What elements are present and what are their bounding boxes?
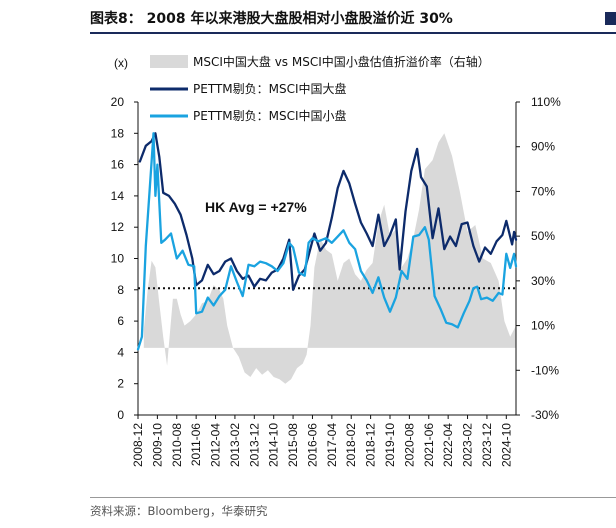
source-note: 资料来源：Bloomberg，华泰研究 [90, 504, 268, 518]
source-rule [90, 497, 616, 498]
adjacent-figure-edge [605, 12, 616, 25]
axes-layer [134, 101, 520, 419]
x-tick-label: 2024-10 [499, 423, 513, 467]
left-tick-label: 6 [117, 314, 124, 328]
right-tick-label: 90% [531, 140, 555, 154]
left-axis-unit: (x) [114, 56, 128, 70]
left-tick-label: 4 [117, 345, 124, 359]
left-tick-label: 0 [117, 408, 124, 422]
x-tick-label: 2016-06 [305, 423, 319, 467]
premium-area-layer [143, 133, 517, 384]
legend-label: MSCI中国大盘 vs MSCI中国小盘估值折溢价率（右轴） [193, 54, 490, 69]
x-tick-label: 2015-08 [286, 423, 300, 467]
legend-label: PETTM剔负：MSCI中国小盘 [193, 108, 347, 123]
left-tick-label: 18 [111, 126, 125, 140]
title-rule [90, 32, 616, 34]
left-tick-label: 2 [117, 377, 124, 391]
right-tick-label: -10% [531, 363, 559, 377]
legend-label: PETTM剔负：MSCI中国大盘 [193, 81, 347, 96]
x-tick-label: 2013-12 [247, 423, 261, 467]
x-tick-label: 2008-12 [131, 423, 145, 467]
right-tick-label: 30% [531, 274, 555, 288]
x-tick-label: 2010-08 [170, 423, 184, 467]
lines-layer [136, 132, 518, 351]
x-tick-label: 2018-02 [344, 423, 358, 467]
x-tick-label: 2018-12 [364, 423, 378, 467]
small-cap-pe-line [136, 132, 518, 351]
x-tick-label: 2020-08 [402, 423, 416, 467]
x-tick-label: 2009-10 [150, 423, 164, 467]
left-tick-label: 12 [111, 220, 125, 234]
left-tick-label: 14 [111, 189, 125, 203]
x-tick-label: 2013-02 [228, 423, 242, 467]
left-tick-label: 16 [111, 158, 125, 172]
right-tick-label: -30% [531, 408, 559, 422]
x-tick-label: 2019-10 [383, 423, 397, 467]
left-tick-label: 10 [111, 252, 125, 266]
x-tick-label: 2017-04 [325, 423, 339, 467]
premium-area-series [143, 133, 517, 384]
large-cap-pe-line [138, 132, 518, 291]
x-tick-label: 2022-04 [441, 423, 455, 467]
x-tick-label: 2023-02 [461, 423, 475, 467]
x-tick-label: 2021-06 [422, 423, 436, 467]
right-tick-label: 50% [531, 229, 555, 243]
chart-title: 图表8： 2008 年以来港股大盘股相对小盘股溢价近 30% [90, 11, 453, 27]
chart-svg: 0 2 4 6 8 10 12 14 16 18 20 (x) -30% -10% 10% 30% 50% 70%… [111, 54, 561, 467]
hk-avg-annotation: HK Avg = +27% [205, 199, 307, 215]
right-tick-label: 10% [531, 319, 555, 333]
legend: MSCI中国大盘 vs MSCI中国小盘估值折溢价率（右轴） PETTM剔负：MS… [150, 54, 490, 123]
right-tick-label: 70% [531, 184, 555, 198]
left-tick-label: 8 [117, 283, 124, 297]
right-tick-label: 110% [531, 95, 561, 109]
x-tick-label: 2023-12 [480, 423, 494, 467]
legend-swatch-premium [150, 55, 188, 68]
labels-layer: 0 2 4 6 8 10 12 14 16 18 20 (x) -30% -10% 10% 30% 50% 70%… [111, 56, 561, 467]
left-tick-label: 20 [111, 95, 125, 109]
x-tick-label: 2014-10 [267, 423, 281, 467]
x-tick-label: 2012-04 [209, 423, 223, 467]
x-tick-label: 2011-06 [189, 423, 203, 466]
